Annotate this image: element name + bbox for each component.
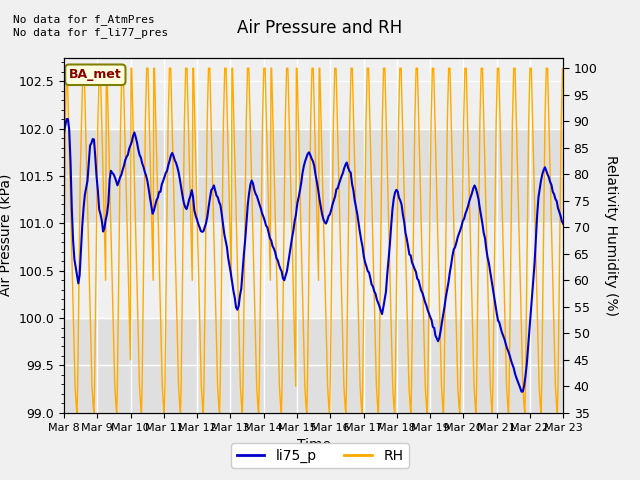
RH bbox=[212, 304, 220, 310]
Text: Air Pressure and RH: Air Pressure and RH bbox=[237, 19, 403, 37]
X-axis label: Time: Time bbox=[296, 438, 331, 452]
li75_p bbox=[60, 130, 68, 136]
Bar bbox=[64, 318, 563, 413]
RH bbox=[394, 171, 402, 177]
li75_p bbox=[559, 221, 567, 227]
li75_p bbox=[94, 188, 102, 194]
li75_p bbox=[79, 223, 86, 229]
li75_p bbox=[558, 218, 566, 224]
RH bbox=[255, 384, 263, 389]
li75_p bbox=[318, 211, 326, 217]
li75_p bbox=[64, 116, 72, 122]
RH bbox=[63, 65, 70, 71]
Line: RH: RH bbox=[64, 68, 563, 413]
Bar bbox=[64, 129, 563, 223]
li75_p bbox=[417, 288, 425, 293]
RH bbox=[60, 224, 68, 230]
Legend: li75_p, RH: li75_p, RH bbox=[231, 443, 409, 468]
RH bbox=[366, 119, 374, 124]
Y-axis label: Air Pressure (kPa): Air Pressure (kPa) bbox=[0, 174, 13, 296]
Y-axis label: Relativity Humidity (%): Relativity Humidity (%) bbox=[604, 155, 618, 316]
RH bbox=[237, 384, 244, 389]
RH bbox=[120, 92, 128, 97]
RH bbox=[559, 65, 567, 71]
Line: li75_p: li75_p bbox=[64, 119, 563, 392]
Text: No data for f_AtmPres
No data for f_li77_pres: No data for f_AtmPres No data for f_li77… bbox=[13, 14, 168, 38]
li75_p bbox=[492, 303, 499, 309]
RH bbox=[73, 410, 81, 416]
li75_p bbox=[518, 389, 525, 395]
Text: BA_met: BA_met bbox=[69, 68, 122, 81]
